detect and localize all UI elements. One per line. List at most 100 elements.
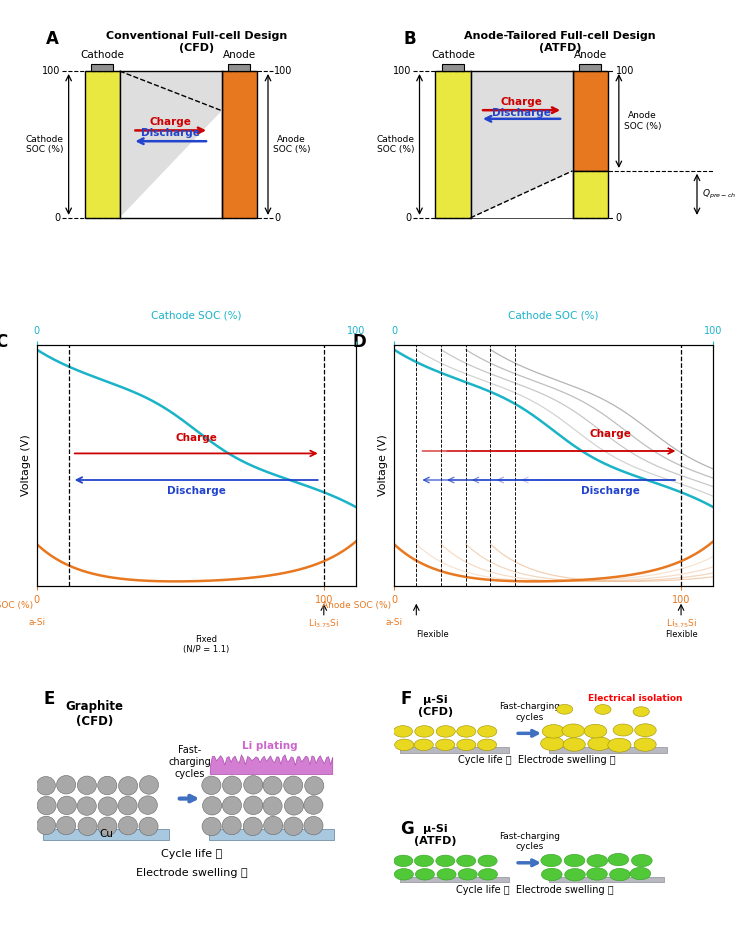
Text: a-Si: a-Si — [385, 618, 403, 627]
Text: Fast-
charging
cycles: Fast- charging cycles — [168, 746, 211, 778]
FancyBboxPatch shape — [401, 748, 509, 752]
Circle shape — [542, 869, 562, 881]
Circle shape — [436, 725, 455, 737]
Circle shape — [202, 817, 221, 836]
Text: Discharge: Discharge — [167, 487, 226, 496]
Circle shape — [98, 797, 118, 816]
Text: Cu: Cu — [99, 830, 113, 840]
Text: Fast-charging
cycles: Fast-charging cycles — [499, 832, 560, 851]
Circle shape — [478, 855, 497, 867]
Circle shape — [36, 776, 55, 795]
Circle shape — [456, 855, 476, 867]
Circle shape — [203, 797, 222, 815]
Circle shape — [587, 855, 608, 867]
Circle shape — [456, 739, 476, 750]
Circle shape — [631, 855, 652, 867]
Circle shape — [395, 739, 414, 750]
Circle shape — [98, 776, 117, 795]
Circle shape — [263, 776, 282, 795]
Text: Cathode SOC (%): Cathode SOC (%) — [508, 311, 599, 320]
Circle shape — [304, 816, 323, 835]
Text: F: F — [401, 690, 412, 708]
Circle shape — [264, 816, 283, 835]
Circle shape — [57, 816, 76, 835]
Circle shape — [541, 736, 564, 750]
Circle shape — [305, 776, 324, 795]
Circle shape — [243, 817, 262, 836]
Polygon shape — [470, 71, 573, 218]
Text: $Q_{pre-charging}$: $Q_{pre-charging}$ — [702, 188, 735, 201]
Circle shape — [608, 854, 628, 866]
Text: G: G — [401, 819, 414, 838]
Circle shape — [437, 869, 456, 880]
FancyBboxPatch shape — [120, 71, 222, 218]
Circle shape — [304, 796, 323, 815]
Circle shape — [244, 796, 263, 815]
Text: 0: 0 — [616, 213, 622, 223]
Circle shape — [588, 736, 611, 750]
Text: D: D — [353, 332, 366, 351]
Text: Cycle life ❌  Electrode swelling ❌: Cycle life ❌ Electrode swelling ❌ — [458, 755, 615, 765]
Circle shape — [77, 797, 96, 816]
Circle shape — [223, 796, 242, 815]
Circle shape — [608, 738, 631, 752]
Circle shape — [37, 796, 56, 815]
Circle shape — [393, 725, 412, 737]
Circle shape — [77, 776, 96, 794]
Circle shape — [415, 739, 434, 750]
FancyBboxPatch shape — [209, 830, 334, 840]
Circle shape — [202, 776, 221, 794]
Circle shape — [244, 776, 263, 794]
Polygon shape — [120, 71, 222, 218]
Y-axis label: Voltage (V): Voltage (V) — [21, 435, 31, 496]
Text: Cycle life ❌: Cycle life ❌ — [161, 849, 223, 859]
Circle shape — [284, 817, 303, 835]
Text: Cathode SOC (%): Cathode SOC (%) — [151, 311, 242, 320]
Circle shape — [613, 724, 633, 736]
Circle shape — [633, 707, 649, 717]
Text: Charge: Charge — [150, 116, 192, 127]
FancyBboxPatch shape — [222, 71, 257, 218]
Circle shape — [118, 776, 137, 795]
Circle shape — [140, 776, 159, 794]
Circle shape — [118, 816, 137, 835]
Text: Anode
SOC (%): Anode SOC (%) — [623, 112, 662, 130]
Circle shape — [564, 855, 585, 867]
Circle shape — [98, 817, 117, 835]
Circle shape — [57, 796, 76, 815]
Circle shape — [394, 855, 413, 867]
FancyBboxPatch shape — [401, 877, 509, 882]
Circle shape — [556, 705, 573, 714]
Text: B: B — [404, 30, 416, 48]
Circle shape — [436, 739, 455, 750]
Y-axis label: Voltage (V): Voltage (V) — [379, 435, 388, 496]
Circle shape — [563, 737, 585, 751]
Circle shape — [415, 725, 434, 737]
Circle shape — [595, 705, 611, 714]
Text: Cathode
SOC (%): Cathode SOC (%) — [377, 135, 415, 155]
Text: Conventional Full-cell Design
(CFD): Conventional Full-cell Design (CFD) — [106, 31, 287, 53]
Text: Fast-charging
cycles: Fast-charging cycles — [499, 702, 560, 722]
Text: Charge: Charge — [590, 428, 632, 439]
Circle shape — [284, 797, 304, 816]
Circle shape — [542, 724, 564, 738]
Circle shape — [541, 855, 562, 867]
Circle shape — [478, 869, 498, 880]
Circle shape — [118, 796, 137, 815]
Circle shape — [57, 776, 76, 794]
FancyBboxPatch shape — [43, 830, 169, 840]
Circle shape — [630, 868, 650, 880]
Text: a-Si: a-Si — [28, 618, 46, 627]
Text: Anode: Anode — [223, 50, 256, 61]
Circle shape — [415, 855, 434, 867]
Circle shape — [78, 817, 97, 836]
Text: μ-Si
(ATFD): μ-Si (ATFD) — [415, 825, 456, 846]
Text: Fixed
(N/P = 1.1): Fixed (N/P = 1.1) — [183, 635, 229, 654]
Circle shape — [587, 868, 607, 880]
Text: E: E — [43, 691, 54, 708]
Text: Flexible: Flexible — [664, 630, 698, 639]
Text: Discharge: Discharge — [141, 128, 200, 138]
Text: Charge: Charge — [175, 433, 217, 443]
Circle shape — [584, 724, 607, 738]
Text: 0: 0 — [274, 213, 281, 223]
